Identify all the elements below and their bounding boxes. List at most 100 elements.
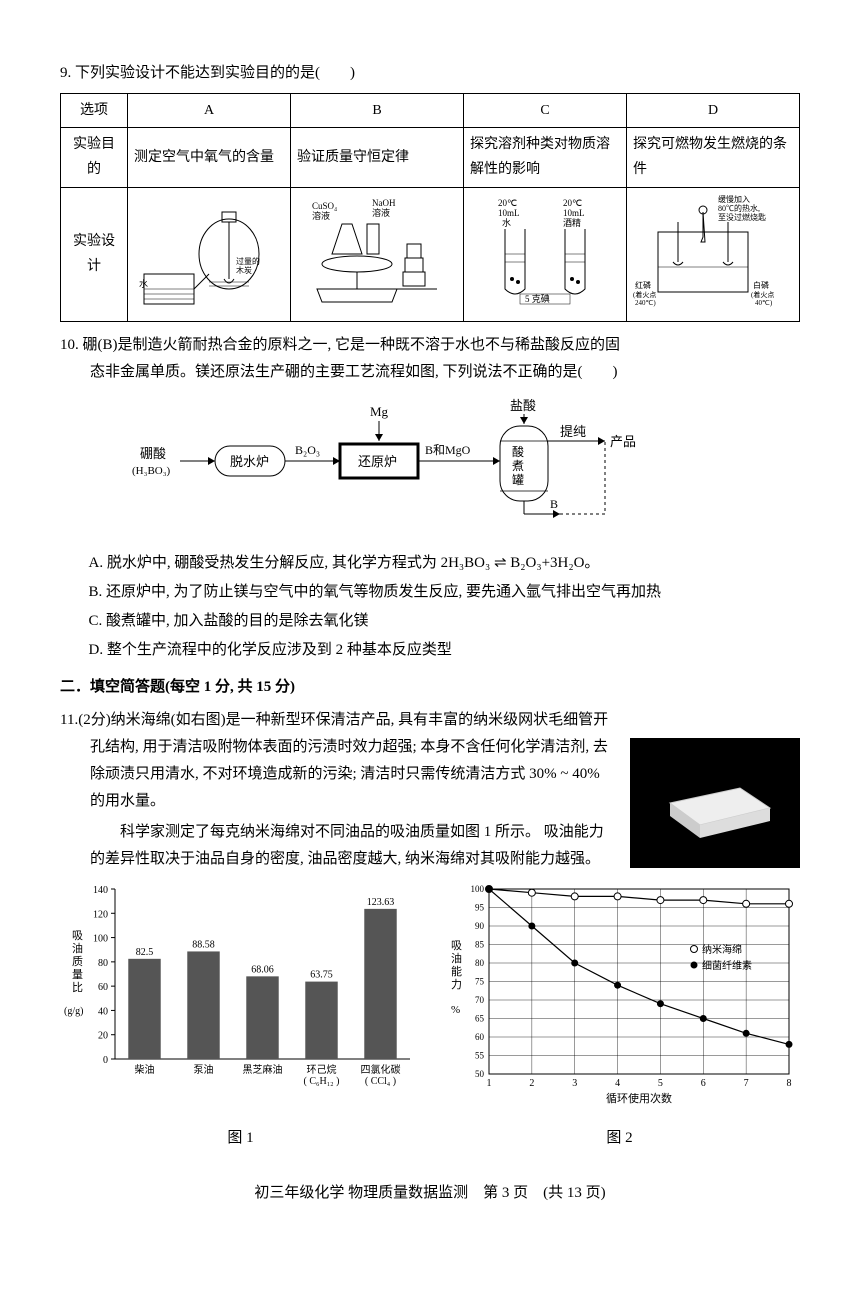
svg-text:木炭: 木炭 <box>236 265 252 275</box>
diagram-B: CuSO₄ 溶液 NaOH 溶液 <box>291 187 464 321</box>
svg-text:力: 力 <box>451 978 462 991</box>
table-row: 实验目的 测定空气中氧气的含量 验证质量守恒定律 探究溶剂种类对物质溶解性的影响… <box>61 128 800 187</box>
svg-text:酒精: 酒精 <box>563 217 581 228</box>
svg-text:40: 40 <box>98 1006 108 1017</box>
svg-text:2: 2 <box>529 1078 534 1089</box>
q11-charts: 020406080100120140吸油质量比(g/g)82.5柴油88.58泵… <box>60 879 800 1152</box>
q9-stem: 9. 下列实验设计不能达到实验目的的是( ) <box>60 60 800 87</box>
svg-text:四氯化碳: 四氯化碳 <box>361 1063 401 1076</box>
q10-opt-C: C. 酸煮罐中, 加入盐酸的目的是除去氧化镁 <box>60 608 800 635</box>
row-purpose-label: 实验目的 <box>61 128 128 187</box>
svg-text:70: 70 <box>475 995 485 1005</box>
svg-text:白磷: 白磷 <box>753 280 769 290</box>
q11-p2: 科学家测定了每克纳米海绵对不同油品的吸油质量如图 1 所示。 吸油能力的差异性取… <box>60 819 610 873</box>
svg-text:80: 80 <box>475 958 485 968</box>
svg-text:90: 90 <box>475 921 485 931</box>
svg-text:%: % <box>451 1004 460 1016</box>
fig1: 020406080100120140吸油质量比(g/g)82.5柴油88.58泵… <box>60 879 421 1152</box>
svg-text:65: 65 <box>475 1013 485 1023</box>
row-design-label: 实验设计 <box>61 187 128 321</box>
q10-opt-D: D. 整个生产流程中的化学反应涉及到 2 种基本反应类型 <box>60 637 800 664</box>
svg-text:20℃: 20℃ <box>563 198 582 208</box>
purpose-D: 探究可燃物发生燃烧的条件 <box>627 128 800 187</box>
flow-product: 产品 <box>610 434 636 449</box>
diagram-C: 20℃ 10mL 水 20℃ 10mL 酒精 5 克碘 <box>464 187 627 321</box>
svg-text:至没过燃烧匙: 至没过燃烧匙 <box>718 212 766 222</box>
svg-text:100: 100 <box>471 884 485 894</box>
svg-text:( C₆H₁₂ ): ( C₆H₁₂ ) <box>303 1076 339 1087</box>
svg-text:240℃): 240℃) <box>635 299 656 307</box>
svg-text:5: 5 <box>658 1078 663 1089</box>
svg-text:120: 120 <box>93 909 108 920</box>
svg-text:质: 质 <box>72 955 83 968</box>
svg-text:纳米海绵: 纳米海绵 <box>702 943 742 956</box>
svg-text:细菌纤维素: 细菌纤维素 <box>702 959 752 972</box>
svg-text:量: 量 <box>72 968 83 981</box>
q10-flow-diagram: 硼酸 (H₃BO₃) 脱水炉 B₂O₃ 还原炉 Mg B和MgO 酸 煮 罐 <box>60 396 800 536</box>
svg-text:柴油: 柴油 <box>135 1063 155 1076</box>
svg-text:酸: 酸 <box>512 444 524 459</box>
svg-text:100: 100 <box>93 933 108 944</box>
svg-text:溶液: 溶液 <box>372 207 390 218</box>
svg-text:0: 0 <box>103 1055 108 1066</box>
flow-node-reduce: 还原炉 <box>358 454 397 469</box>
header-A: A <box>128 94 291 128</box>
svg-text:123.63: 123.63 <box>367 896 395 907</box>
svg-text:(着火点: (着火点 <box>751 290 774 299</box>
svg-text:油: 油 <box>72 941 83 955</box>
svg-text:水: 水 <box>502 217 511 228</box>
page-footer: 初三年级化学 物理质量数据监测 第 3 页 (共 13 页) <box>60 1180 800 1207</box>
diagram-A: 水 过量的 木炭 <box>128 187 291 321</box>
svg-text:8: 8 <box>787 1078 792 1089</box>
header-D: D <box>627 94 800 128</box>
svg-text:CuSO₄: CuSO₄ <box>312 201 337 211</box>
q10-stem-l1: 10. 硼(B)是制造火箭耐热合金的原料之一, 它是一种既不溶于水也不与稀盐酸反… <box>60 332 800 359</box>
q11-p1: 孔结构, 用于清洁吸附物体表面的污渍时效力超强; 本身不含任何化学清洁剂, 去除… <box>60 734 610 815</box>
svg-text:Mg: Mg <box>370 404 389 419</box>
svg-text:煮: 煮 <box>512 459 524 473</box>
svg-text:循环使用次数: 循环使用次数 <box>606 1091 672 1105</box>
q11-sponge-image <box>630 738 800 868</box>
fig1-caption: 图 1 <box>60 1125 421 1152</box>
svg-text:20: 20 <box>98 1030 108 1041</box>
svg-text:6: 6 <box>701 1078 706 1089</box>
q10-opt-A: A. 脱水炉中, 硼酸受热发生分解反应, 其化学方程式为 2H₃BO₃ ⇌ B₂… <box>60 550 800 577</box>
fig2-caption: 图 2 <box>439 1125 800 1152</box>
svg-text:80℃的热水,: 80℃的热水, <box>718 203 760 213</box>
svg-text:(g/g): (g/g) <box>64 1006 83 1017</box>
svg-text:油: 油 <box>451 951 462 965</box>
svg-text:85: 85 <box>475 939 485 949</box>
svg-text:3: 3 <box>572 1078 577 1089</box>
svg-text:提纯: 提纯 <box>560 424 586 439</box>
purpose-A: 测定空气中氧气的含量 <box>128 128 291 187</box>
svg-text:80: 80 <box>98 957 108 968</box>
svg-text:NaOH: NaOH <box>372 198 396 208</box>
purpose-B: 验证质量守恒定律 <box>291 128 464 187</box>
svg-text:罐: 罐 <box>512 473 524 487</box>
svg-text:(H₃BO₃): (H₃BO₃) <box>132 465 171 477</box>
svg-text:溶液: 溶液 <box>312 210 330 221</box>
table-row: 选项 A B C D <box>61 94 800 128</box>
svg-text:7: 7 <box>744 1078 749 1089</box>
svg-text:1: 1 <box>487 1078 492 1089</box>
section-2-heading: 二．填空简答题(每空 1 分, 共 15 分) <box>60 674 800 701</box>
svg-text:吸: 吸 <box>451 940 462 952</box>
flow-input-label: 硼酸 <box>140 446 166 461</box>
q9-table: 选项 A B C D 实验目的 测定空气中氧气的含量 验证质量守恒定律 探究溶剂… <box>60 93 800 322</box>
header-C: C <box>464 94 627 128</box>
svg-text:63.75: 63.75 <box>310 969 333 980</box>
svg-text:50: 50 <box>475 1069 485 1079</box>
svg-text:能: 能 <box>451 964 462 978</box>
purpose-C: 探究溶剂种类对物质溶解性的影响 <box>464 128 627 187</box>
header-B: B <box>291 94 464 128</box>
svg-text:B和MgO: B和MgO <box>425 443 471 457</box>
q10-opt-B: B. 还原炉中, 为了防止镁与空气中的氧气等物质发生反应, 要先通入氩气排出空气… <box>60 579 800 606</box>
svg-text:黑芝麻油: 黑芝麻油 <box>243 1063 283 1076</box>
svg-text:60: 60 <box>475 1032 485 1042</box>
table-row: 实验设计 水 过量的 木炭 CuSO₄ <box>61 187 800 321</box>
fig2: 5055606570758085909510012345678吸油能力%循环使用… <box>439 879 800 1152</box>
svg-text:泵油: 泵油 <box>194 1063 214 1076</box>
q10-stem-l2: 态非金属单质。镁还原法生产硼的主要工艺流程如图, 下列说法不正确的是( ) <box>60 359 800 386</box>
diagram-D: 缓慢加入 80℃的热水, 至没过燃烧匙 红磷 (着火点 240℃) 白磷 (着火… <box>627 187 800 321</box>
flow-node-dehydrate: 脱水炉 <box>230 454 269 469</box>
